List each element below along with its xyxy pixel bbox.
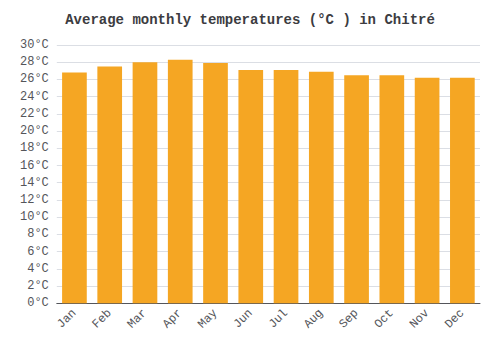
svg-text:0°C: 0°C — [27, 296, 49, 310]
svg-text:Average monthly temperatures (: Average monthly temperatures (°C ) in Ch… — [65, 12, 435, 28]
svg-text:26°C: 26°C — [20, 72, 49, 86]
svg-text:Apr: Apr — [160, 306, 185, 331]
svg-text:Oct: Oct — [372, 306, 397, 331]
svg-text:Jun: Jun — [231, 306, 256, 331]
svg-text:8°C: 8°C — [27, 227, 49, 241]
svg-text:30°C: 30°C — [20, 38, 49, 52]
svg-text:Dec: Dec — [442, 306, 467, 331]
svg-text:Jul: Jul — [266, 306, 291, 331]
svg-text:2°C: 2°C — [27, 279, 49, 293]
svg-text:18°C: 18°C — [20, 141, 49, 155]
svg-text:20°C: 20°C — [20, 124, 49, 138]
svg-text:Aug: Aug — [301, 306, 326, 331]
svg-text:28°C: 28°C — [20, 55, 49, 69]
svg-text:Feb: Feb — [89, 306, 114, 331]
svg-text:24°C: 24°C — [20, 90, 49, 104]
svg-text:Jan: Jan — [54, 306, 79, 331]
svg-text:4°C: 4°C — [27, 262, 49, 276]
svg-text:12°C: 12°C — [20, 193, 49, 207]
svg-text:16°C: 16°C — [20, 159, 49, 173]
svg-text:14°C: 14°C — [20, 176, 49, 190]
svg-text:May: May — [195, 306, 220, 331]
svg-text:Nov: Nov — [407, 306, 432, 331]
svg-text:10°C: 10°C — [20, 210, 49, 224]
svg-text:22°C: 22°C — [20, 107, 49, 121]
svg-text:6°C: 6°C — [27, 245, 49, 259]
svg-text:Mar: Mar — [125, 306, 150, 331]
svg-text:Sep: Sep — [336, 306, 361, 331]
